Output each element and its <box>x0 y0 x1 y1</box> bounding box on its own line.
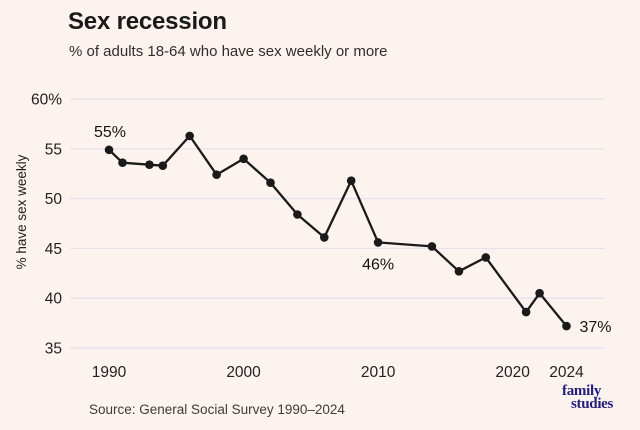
y-tick-label-55: 55 <box>45 141 62 158</box>
data-point-2018 <box>481 253 491 262</box>
data-point-2004 <box>293 210 302 219</box>
data-point-1996 <box>185 131 194 141</box>
annotation-46pct: 46% <box>362 256 394 273</box>
data-point-1998 <box>212 170 221 179</box>
data-point-1990 <box>104 145 114 155</box>
y-tick-label-35: 35 <box>45 341 62 358</box>
annotation-37pct: 37% <box>580 319 612 336</box>
y-tick-label-45: 45 <box>45 241 62 258</box>
chart-title: Sex recession <box>68 8 227 35</box>
y-tick-label-60: 60% <box>31 92 62 109</box>
x-tick-label-2010: 2010 <box>361 364 396 381</box>
x-tick-label-1990: 1990 <box>92 364 127 381</box>
x-tick-label-2020: 2020 <box>495 364 530 381</box>
data-point-2021 <box>521 307 531 317</box>
data-point-2014 <box>427 242 437 251</box>
logo-word-family: family <box>562 383 602 399</box>
x-tick-label-2024: 2024 <box>549 364 584 381</box>
chart-subtitle: % of adults 18-64 who have sex weekly or… <box>69 43 388 60</box>
family-studies-logo: family studies <box>562 383 614 412</box>
y-tick-label-40: 40 <box>45 291 63 308</box>
data-point-2022 <box>535 288 544 298</box>
data-point-2010 <box>373 238 383 247</box>
source-note: Source: General Social Survey 1990–2024 <box>89 402 345 417</box>
annotation-55pct: 55% <box>94 124 126 141</box>
x-tick-label-2000: 2000 <box>226 364 261 381</box>
y-tick-label-50: 50 <box>45 191 63 208</box>
data-point-2006 <box>320 233 329 242</box>
data-point-2016 <box>454 267 464 276</box>
y-axis-title: % have sex weekly <box>14 154 29 269</box>
data-point-2002 <box>266 178 275 187</box>
data-point-1994 <box>158 161 168 170</box>
data-point-2024 <box>562 321 571 331</box>
data-point-1993 <box>145 160 154 169</box>
data-point-2000 <box>239 154 248 164</box>
logo-word-studies: studies <box>571 395 614 412</box>
data-point-1991 <box>118 158 127 167</box>
data-point-2008 <box>346 176 356 185</box>
